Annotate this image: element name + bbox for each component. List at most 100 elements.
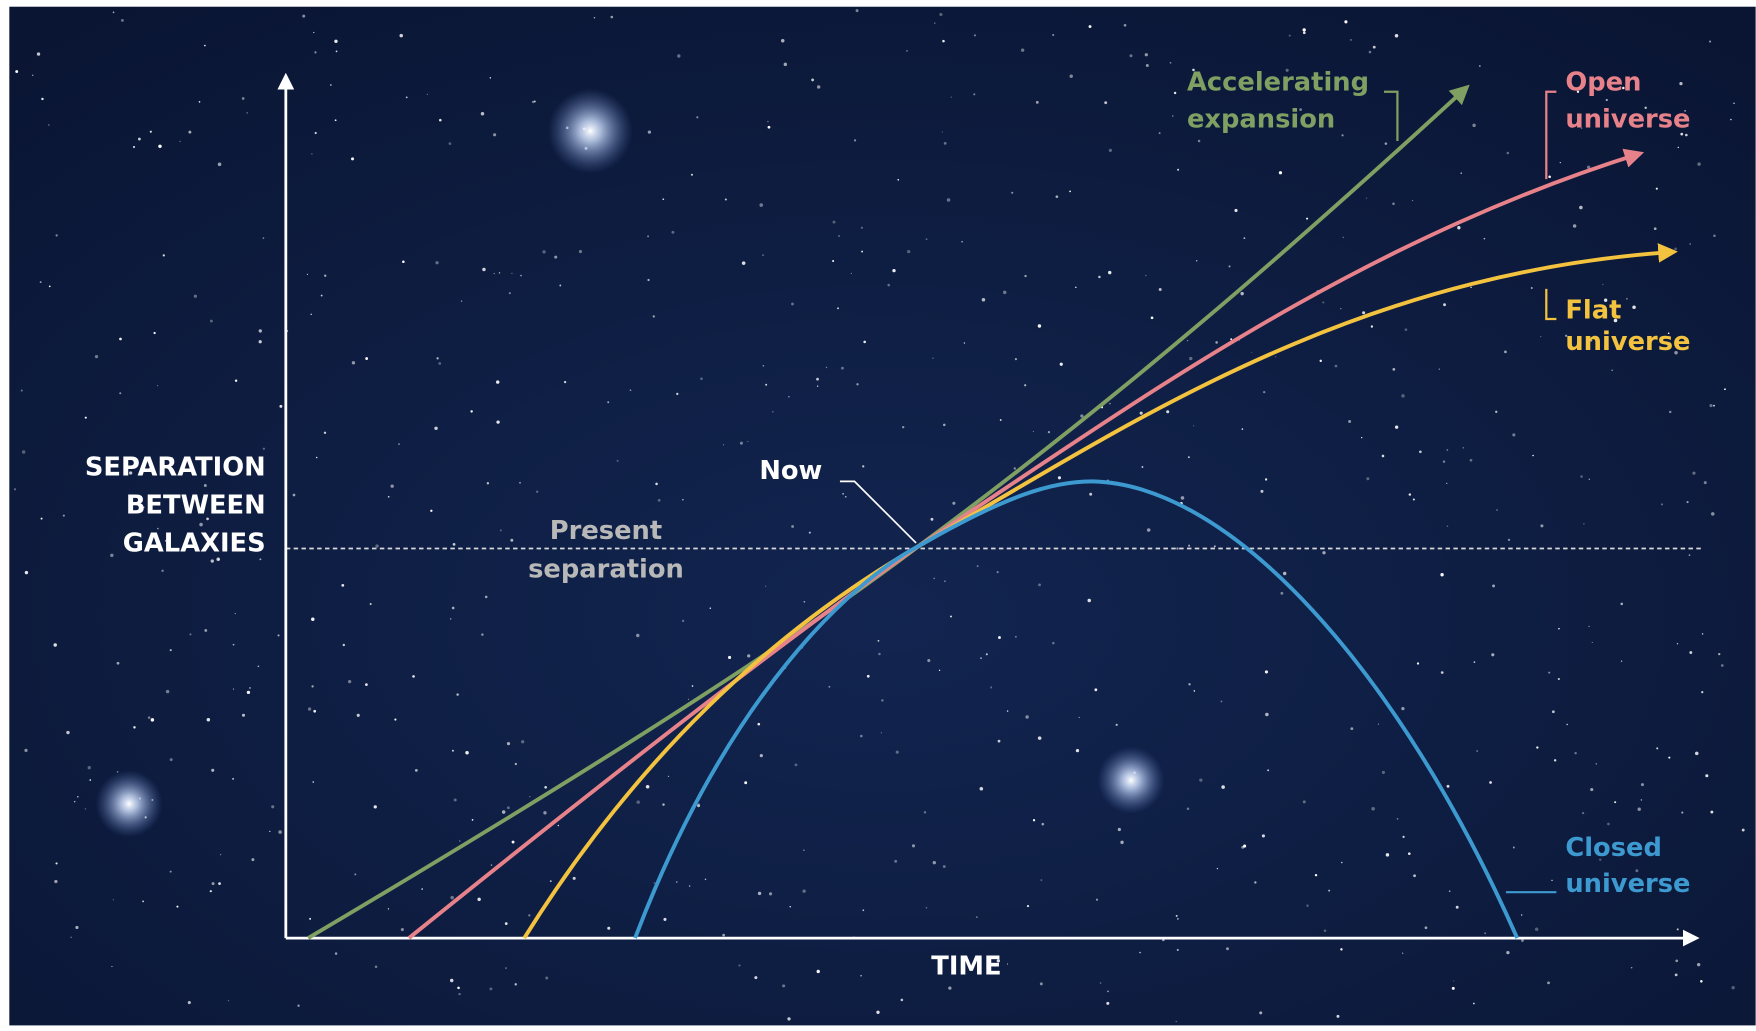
star xyxy=(837,307,839,310)
star xyxy=(1536,746,1539,749)
star xyxy=(676,392,679,396)
star xyxy=(808,531,811,534)
star xyxy=(1419,450,1422,454)
star xyxy=(489,987,493,991)
star xyxy=(1476,750,1478,752)
star xyxy=(1590,787,1594,792)
star xyxy=(1370,325,1374,328)
star xyxy=(946,198,951,202)
star xyxy=(1411,199,1414,202)
star xyxy=(374,965,378,969)
star xyxy=(84,808,87,810)
star xyxy=(1462,446,1465,449)
star xyxy=(1392,368,1396,371)
star xyxy=(1402,952,1404,954)
star xyxy=(306,273,309,275)
star xyxy=(1075,286,1077,289)
star xyxy=(1342,236,1345,239)
star xyxy=(647,235,650,238)
star xyxy=(1032,430,1034,433)
star xyxy=(1591,641,1593,644)
star xyxy=(1586,165,1591,169)
star xyxy=(89,779,92,781)
star xyxy=(1088,25,1092,28)
star xyxy=(1640,783,1644,787)
star xyxy=(1507,538,1511,542)
star xyxy=(1365,197,1368,199)
star xyxy=(1176,948,1179,952)
star xyxy=(1668,410,1672,414)
star xyxy=(1635,869,1639,873)
star xyxy=(310,313,312,316)
star xyxy=(1263,390,1266,394)
star xyxy=(1052,34,1055,37)
star xyxy=(1674,247,1677,251)
star xyxy=(1139,951,1141,954)
star xyxy=(53,643,57,647)
star xyxy=(70,936,72,938)
star xyxy=(1496,509,1499,511)
star xyxy=(1674,350,1678,355)
star xyxy=(278,830,282,834)
star xyxy=(724,198,727,201)
star xyxy=(1075,748,1080,753)
star xyxy=(1200,115,1203,117)
star xyxy=(1679,81,1683,86)
star xyxy=(1299,108,1302,111)
star xyxy=(1322,301,1325,304)
star xyxy=(1530,287,1533,290)
star xyxy=(860,226,863,229)
star xyxy=(850,272,852,275)
star xyxy=(1011,191,1014,194)
star xyxy=(976,565,979,568)
star xyxy=(1340,307,1342,310)
star xyxy=(165,689,170,694)
star xyxy=(688,885,691,887)
star xyxy=(150,718,155,722)
star xyxy=(1709,40,1712,43)
star xyxy=(1655,187,1658,190)
star xyxy=(1483,237,1486,240)
star xyxy=(1446,784,1450,788)
star xyxy=(1302,31,1306,35)
star xyxy=(1644,106,1647,110)
star xyxy=(450,895,454,900)
star xyxy=(334,119,337,122)
star xyxy=(399,33,403,38)
curve-label: Closed xyxy=(1565,833,1662,863)
star xyxy=(1724,388,1726,391)
star xyxy=(1234,208,1238,213)
star xyxy=(262,237,265,239)
star xyxy=(1362,311,1366,315)
star xyxy=(747,654,751,658)
star xyxy=(754,976,758,980)
star xyxy=(855,9,859,13)
star xyxy=(832,220,836,224)
star xyxy=(1039,982,1043,986)
star xyxy=(1446,449,1449,451)
star xyxy=(449,978,454,983)
star xyxy=(506,742,511,746)
star xyxy=(341,583,345,587)
star xyxy=(365,357,369,360)
y-axis-label: BETWEEN xyxy=(126,490,266,520)
star xyxy=(907,250,911,254)
star xyxy=(1038,583,1041,587)
star xyxy=(73,800,76,803)
star xyxy=(878,652,881,656)
star xyxy=(1557,677,1560,681)
star xyxy=(610,15,614,19)
star xyxy=(62,514,65,517)
star xyxy=(860,734,863,738)
star xyxy=(142,900,144,903)
star xyxy=(1032,819,1036,822)
star xyxy=(938,669,941,671)
star xyxy=(1446,525,1449,527)
star xyxy=(1274,356,1277,358)
star xyxy=(662,198,665,201)
star xyxy=(1637,807,1641,811)
star xyxy=(973,34,976,37)
star xyxy=(36,52,41,56)
star xyxy=(542,250,546,254)
star xyxy=(1288,34,1291,37)
